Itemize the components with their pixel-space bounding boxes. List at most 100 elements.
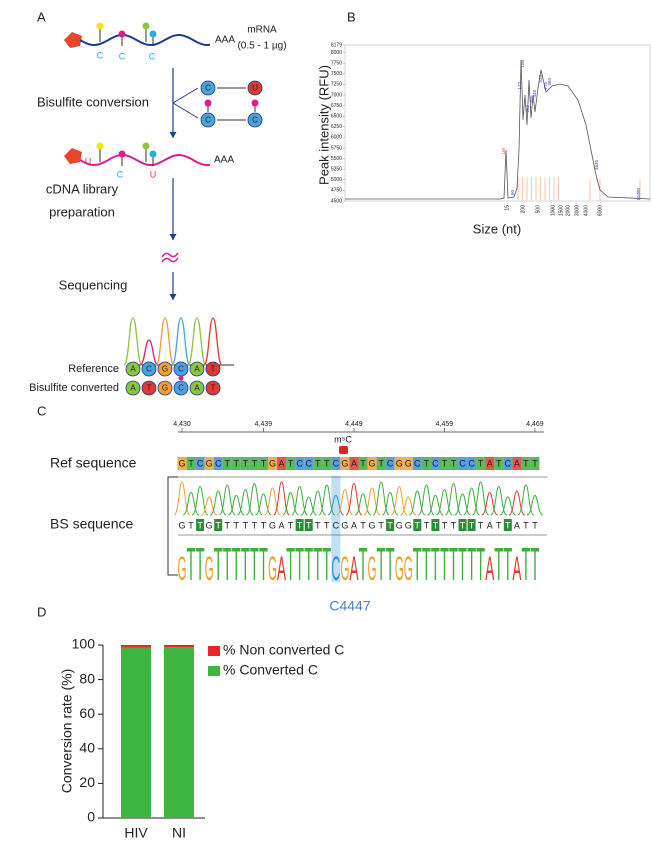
ref-base-box xyxy=(213,457,223,470)
bs-base: G xyxy=(341,520,348,530)
ref-base-box xyxy=(439,457,449,470)
step-label: Bisulfite conversion xyxy=(37,94,149,109)
ref-base: A xyxy=(279,458,285,468)
ref-base: G xyxy=(206,458,213,468)
logo-letter: T xyxy=(295,538,304,590)
bracket xyxy=(167,476,178,576)
y-tick-label: 6750 xyxy=(331,103,342,109)
bs-base: T xyxy=(360,520,366,530)
logo-letter: T xyxy=(304,538,313,590)
arrow-head xyxy=(169,294,177,300)
base-letter: C xyxy=(146,365,152,374)
trace-peak xyxy=(123,317,143,366)
peak-label: 448 xyxy=(532,90,537,98)
y-axis-title: Peak intensity (RFU) xyxy=(316,65,331,185)
bar-segment xyxy=(121,647,151,818)
logo-letter: G xyxy=(395,550,404,588)
bs-base: T xyxy=(469,520,475,530)
ref-base-box xyxy=(394,457,404,470)
ref-base: C xyxy=(414,458,421,468)
converted-box xyxy=(295,519,304,531)
logo-letter: T xyxy=(286,538,295,590)
logo-letter: T xyxy=(431,538,440,590)
logo-letter: T xyxy=(250,538,259,590)
y-tick-label: 5500 xyxy=(331,156,342,162)
chromatogram-peak xyxy=(463,487,480,516)
ref-base-box xyxy=(385,457,395,470)
base-letter: A xyxy=(130,384,136,393)
ref-base-box xyxy=(322,457,332,470)
step-label: Sequencing xyxy=(59,277,128,292)
bs-base: T xyxy=(387,520,393,530)
y-tick-label: 40 xyxy=(79,740,95,756)
base-letter: T xyxy=(211,365,216,374)
chromatogram-peak xyxy=(436,488,453,516)
ref-base-box xyxy=(358,457,368,470)
logo-letter: A xyxy=(485,550,494,588)
ref-base-box xyxy=(412,457,422,470)
base-letter: U xyxy=(85,156,92,166)
rna-strand xyxy=(79,153,211,167)
modification-icon xyxy=(339,446,348,454)
ruler-label: 4,439 xyxy=(255,421,273,428)
chromatogram-peak xyxy=(300,496,317,516)
chromatogram-peak xyxy=(255,493,272,516)
base-letter: T xyxy=(147,384,152,393)
logo-letter: T xyxy=(386,538,395,590)
ref-base-box xyxy=(530,457,540,470)
bs-base: G xyxy=(269,520,276,530)
ref-base: A xyxy=(514,458,520,468)
chromatogram-peak xyxy=(481,491,498,516)
chromatogram-peak xyxy=(173,481,191,516)
ref-base-box xyxy=(268,457,278,470)
ref-base: G xyxy=(178,458,185,468)
ref-base: C xyxy=(215,458,222,468)
chromatogram-peak xyxy=(454,493,471,516)
ref-base-box xyxy=(476,457,486,470)
ref-base: C xyxy=(459,458,466,468)
converted-box xyxy=(304,519,313,531)
ruler-label: 4,459 xyxy=(436,421,454,428)
ruler-label: 4,469 xyxy=(526,421,544,428)
lollipop-head xyxy=(96,142,104,150)
rna-strand xyxy=(79,33,211,47)
logo-letter: T xyxy=(494,538,503,590)
x-tick-label: 2000 xyxy=(565,205,571,216)
arrow-head xyxy=(169,234,177,240)
bar-segment xyxy=(164,647,194,818)
chromatogram-peak xyxy=(282,491,299,516)
logo-letter: T xyxy=(377,538,386,590)
x-tick-label: NI xyxy=(172,825,186,841)
ref-base: C xyxy=(468,458,475,468)
peak-label: 90 xyxy=(510,190,515,196)
ref-base-box xyxy=(249,457,259,470)
legend-label: % Non converted C xyxy=(223,642,344,658)
chromatogram-peak xyxy=(526,494,544,516)
logo-letter: T xyxy=(259,538,268,590)
y-tick-label: 8000 xyxy=(331,50,342,56)
y-tick-label: 20 xyxy=(79,774,95,790)
logo-letter: G xyxy=(268,550,277,588)
base-letter: T xyxy=(211,384,216,393)
ref-base-box xyxy=(222,457,232,470)
lollipop-head xyxy=(149,150,157,158)
logo-letter: T xyxy=(422,538,431,590)
logo-letter: G xyxy=(340,550,349,588)
row-label: BS sequence xyxy=(50,516,133,532)
bs-base: A xyxy=(487,520,493,530)
bs-base: T xyxy=(234,520,240,530)
base-letter: C xyxy=(252,116,258,125)
trace-peak xyxy=(155,317,175,366)
logo-letter: T xyxy=(467,538,476,590)
poly-a: AAA xyxy=(215,35,235,46)
peak-label: 775 xyxy=(543,82,548,90)
branch xyxy=(172,87,199,119)
x-tick-label: 4000 xyxy=(583,205,589,216)
logo-letter: T xyxy=(449,538,458,590)
chromatogram-peak xyxy=(372,481,390,516)
ref-base-box xyxy=(376,457,386,470)
chromatogram-peak xyxy=(417,484,435,516)
logo-letter: T xyxy=(440,538,449,590)
